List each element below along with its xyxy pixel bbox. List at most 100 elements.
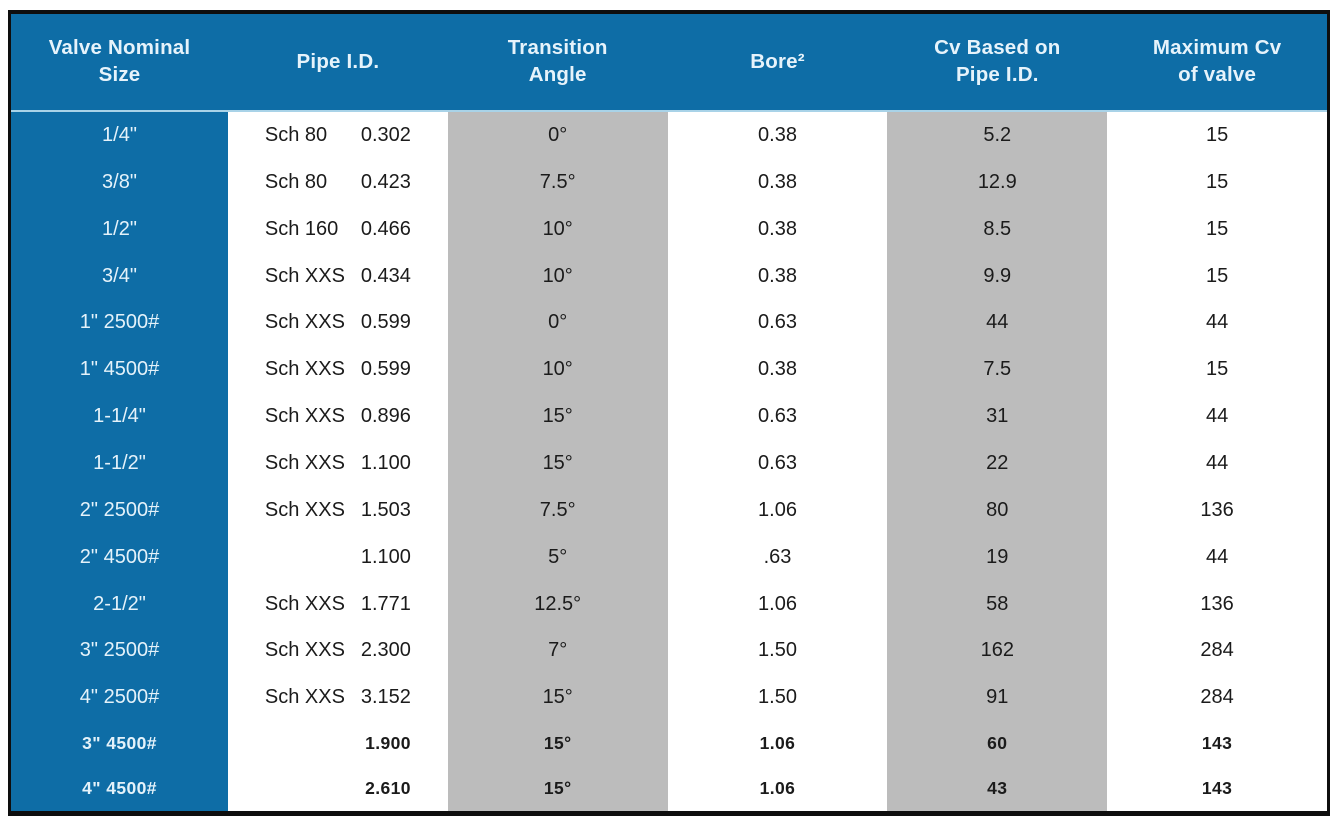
cell-transition-angle: 15°	[447, 721, 668, 767]
cell-valve-nominal-size: 2" 2500#	[11, 486, 228, 534]
valve-size-value: 3/8"	[102, 170, 137, 193]
pipe-id-value: 0.423	[360, 170, 411, 193]
cell-bore: 0.38	[667, 252, 888, 300]
schedule-label: Sch XXS	[264, 358, 345, 381]
transition-angle-value: 0°	[548, 311, 568, 334]
pipe-id-value: 0.896	[360, 405, 411, 428]
bore-value: 0.38	[758, 217, 797, 240]
cell-transition-angle: 10°	[447, 252, 668, 300]
max-cv-value: 284	[1200, 686, 1234, 709]
cell-maximum-cv: 15	[1107, 112, 1327, 159]
cell-bore: 0.38	[667, 205, 888, 253]
cell-valve-nominal-size: 2" 4500#	[11, 533, 228, 581]
transition-angle-value: 7.5°	[539, 498, 576, 521]
cell-transition-angle: 7.5°	[447, 158, 668, 206]
schedule-label: Sch 80	[264, 170, 328, 193]
cv-pipe-value: 9.9	[983, 264, 1012, 287]
pipe-id-inner: Sch 80 0.302	[265, 124, 411, 147]
header-label: Bore²	[750, 49, 805, 73]
table-row: 3/4" Sch XXS 0.434 10° 0.38 9.9 15	[11, 252, 1327, 300]
cell-pipe-id: Sch XXS 1.771	[228, 580, 448, 628]
cell-maximum-cv: 143	[1107, 721, 1327, 767]
pipe-id-value: 1.100	[360, 451, 411, 474]
schedule-label: Sch XXS	[264, 592, 345, 615]
table-row: 1" 4500# Sch XXS 0.599 10° 0.38 7.5 15	[11, 346, 1327, 394]
cv-pipe-value: 43	[987, 777, 1008, 798]
max-cv-value: 143	[1201, 777, 1233, 798]
cell-cv-based-on-pipe-id: 80	[887, 486, 1108, 534]
transition-angle-value: 5°	[548, 545, 568, 568]
cv-pipe-value: 162	[980, 639, 1014, 662]
transition-angle-value: 7.5°	[539, 170, 576, 193]
schedule-label: Sch 80	[264, 123, 328, 146]
cv-pipe-value: 58	[986, 592, 1009, 615]
cell-bore: 0.38	[667, 346, 888, 394]
valve-transition-angle-table: Valve Nominal Size Pipe I.D. Transition …	[8, 10, 1330, 816]
cell-valve-nominal-size: 3/8"	[11, 158, 228, 206]
bore-value: 0.63	[758, 405, 797, 428]
cell-pipe-id: Sch XXS 2.300	[228, 627, 448, 675]
max-cv-value: 15	[1205, 358, 1229, 381]
cell-pipe-id: Sch XXS 1.100	[228, 440, 448, 487]
cv-pipe-value: 60	[987, 733, 1008, 754]
bore-value: 0.38	[758, 123, 797, 146]
cell-transition-angle: 15°	[447, 440, 668, 487]
cell-bore: .63	[667, 533, 888, 581]
cell-transition-angle: 0°	[447, 112, 668, 159]
cv-pipe-value: 22	[986, 451, 1009, 474]
cell-valve-nominal-size: 4" 4500#	[11, 766, 228, 811]
cell-cv-based-on-pipe-id: 8.5	[887, 205, 1108, 253]
cell-pipe-id: Sch XXS 0.599	[228, 346, 448, 394]
cell-cv-based-on-pipe-id: 31	[887, 393, 1108, 441]
cell-maximum-cv: 15	[1107, 205, 1327, 253]
cell-transition-angle: 7.5°	[447, 486, 668, 534]
bore-value: 1.06	[758, 498, 797, 521]
bore-value: 0.63	[758, 451, 797, 474]
pipe-id-value: 0.599	[360, 311, 411, 334]
pipe-id-inner: Sch XXS 1.503	[265, 499, 411, 522]
header-label: Pipe I.D.	[296, 49, 380, 73]
cell-maximum-cv: 44	[1107, 393, 1327, 441]
cell-transition-angle: 0°	[447, 299, 668, 347]
table-body: 1/4" Sch 80 0.302 0° 0.38 5.2 15 3/8" Sc…	[11, 112, 1327, 811]
valve-size-value: 2-1/2"	[93, 592, 146, 615]
pipe-id-inner: Sch XXS 1.100	[265, 452, 411, 475]
cell-maximum-cv: 284	[1107, 627, 1327, 675]
max-cv-value: 15	[1205, 217, 1229, 240]
bore-value: 1.50	[758, 686, 797, 709]
table-row: 1-1/2" Sch XXS 1.100 15° 0.63 22 44	[11, 440, 1327, 487]
header-bore: Bore²	[668, 14, 888, 110]
table-row: 1/2" Sch 160 0.466 10° 0.38 8.5 15	[11, 205, 1327, 253]
valve-size-value: 2" 2500#	[79, 498, 160, 521]
transition-angle-value: 15°	[542, 451, 573, 474]
cell-pipe-id: Sch XXS 0.599	[228, 299, 448, 347]
table-row: 4" 2500# Sch XXS 3.152 15° 1.50 91 284	[11, 674, 1327, 722]
cell-cv-based-on-pipe-id: 9.9	[887, 252, 1108, 300]
header-pipe-id: Pipe I.D.	[228, 14, 448, 110]
cv-pipe-value: 44	[986, 311, 1009, 334]
pipe-id-inner: Sch 160 0.466	[265, 218, 411, 241]
max-cv-value: 44	[1205, 545, 1229, 568]
bore-value: 0.38	[758, 358, 797, 381]
transition-angle-value: 0°	[548, 123, 568, 146]
cv-pipe-value: 7.5	[983, 358, 1012, 381]
cell-bore: 1.06	[667, 766, 888, 811]
cell-valve-nominal-size: 1" 4500#	[11, 346, 228, 394]
table-row: 1" 2500# Sch XXS 0.599 0° 0.63 44 44	[11, 299, 1327, 347]
schedule-label: Sch XXS	[264, 498, 345, 521]
cell-bore: 1.50	[667, 674, 888, 722]
table-row: 1-1/4" Sch XXS 0.896 15° 0.63 31 44	[11, 393, 1327, 441]
pipe-id-value: 1.503	[360, 498, 411, 521]
max-cv-value: 44	[1205, 451, 1229, 474]
schedule-label: Sch XXS	[264, 264, 345, 287]
cell-cv-based-on-pipe-id: 162	[887, 627, 1108, 675]
cv-pipe-value: 8.5	[983, 217, 1012, 240]
pipe-id-inner: Sch 80 0.423	[265, 171, 411, 194]
pipe-id-inner: Sch XXS 0.896	[265, 405, 411, 428]
valve-size-value: 3" 2500#	[79, 639, 160, 662]
cell-valve-nominal-size: 3" 4500#	[11, 721, 228, 767]
cv-pipe-value: 80	[986, 498, 1009, 521]
cell-cv-based-on-pipe-id: 19	[887, 533, 1108, 581]
valve-size-value: 4" 4500#	[82, 777, 157, 798]
header-label: Valve Nominal Size	[48, 36, 191, 86]
